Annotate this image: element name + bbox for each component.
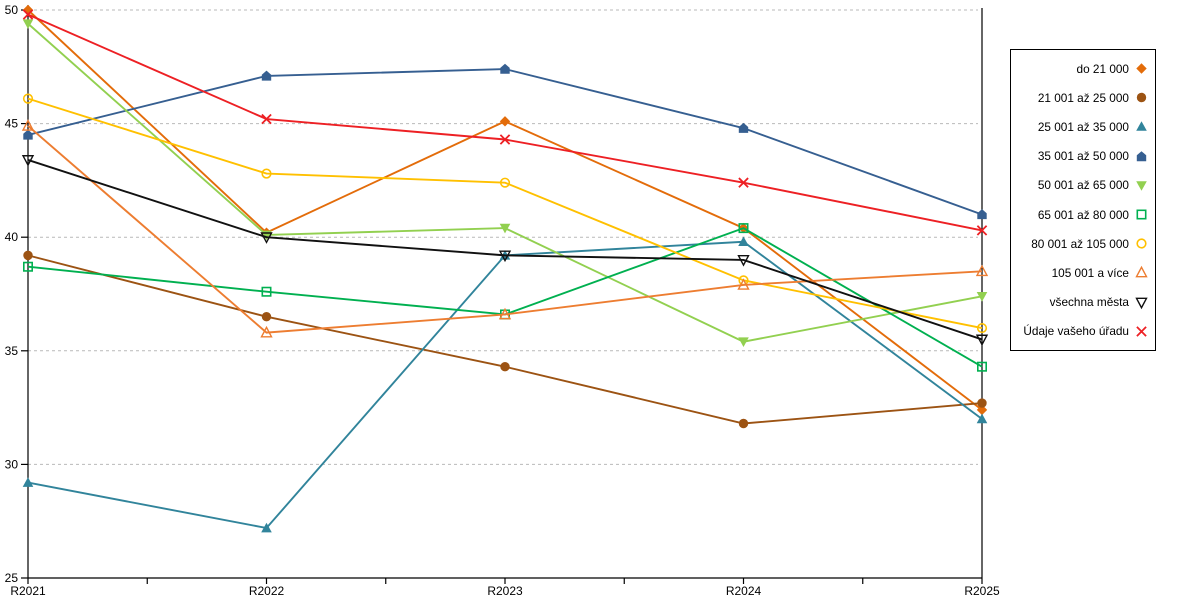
legend-item: 80 001 až 105 000 [1015, 236, 1149, 251]
legend-item: 21 001 až 25 000 [1015, 90, 1149, 105]
legend-marker-circle-open-icon [1136, 238, 1147, 249]
series-group [21, 119, 989, 338]
legend-marker-diamond-filled-icon [1136, 63, 1147, 74]
legend-marker-x-cross-icon [1136, 326, 1147, 337]
legend-item: do 21 000 [1015, 61, 1149, 76]
legend-marker-triangle-up-open-icon [1135, 266, 1148, 278]
y-gridlines [28, 9, 978, 465]
legend-item-label: všechna města [1049, 295, 1129, 310]
series-line [27, 159, 983, 341]
legend-item-label: 25 001 až 35 000 [1037, 119, 1129, 134]
legend-item-label: Údaje vašeho úřadu [1023, 324, 1129, 339]
legend-item-label: 35 001 až 50 000 [1037, 149, 1129, 164]
series-line [27, 68, 983, 216]
legend-marker-triangle-down-filled-icon [1136, 181, 1147, 191]
legend-item-label: 80 001 až 105 000 [1031, 236, 1129, 251]
legend-marker-circle-filled-icon [1136, 93, 1147, 103]
series-group [23, 63, 987, 220]
series-group [22, 19, 988, 348]
legend-item: všechna města [1015, 295, 1149, 310]
series-group [22, 9, 988, 236]
x-tick-label: R2022 [249, 584, 285, 598]
legend-item: 65 001 až 80 000 [1015, 207, 1149, 222]
series-line [27, 125, 983, 334]
legend-item: 35 001 až 50 000 [1015, 149, 1149, 164]
x-tick-label: R2025 [964, 584, 1000, 598]
legend-item-label: 50 001 až 65 000 [1037, 178, 1129, 193]
legend-item: 105 001 a více [1015, 265, 1149, 280]
y-tick-label: 35 [5, 344, 19, 358]
legend-marker-triangle-up-filled-icon [1136, 121, 1147, 132]
series-line [27, 240, 983, 530]
series-group [22, 93, 988, 334]
legend-item: 25 001 až 35 000 [1015, 119, 1149, 134]
legend-item: 50 001 až 65 000 [1015, 178, 1149, 193]
legend-item-label: do 21 000 [1076, 61, 1129, 76]
series-line [27, 97, 983, 330]
y-tick-label: 50 [5, 3, 19, 17]
series-group [21, 155, 989, 347]
axes [21, 5, 983, 584]
x-tick-label: R2021 [10, 584, 46, 598]
legend-marker-triangle-down-open-icon [1135, 297, 1148, 309]
legend: do 21 000 21 001 až 25 000 25 001 až 35 00… [1010, 49, 1156, 351]
y-tick-label: 25 [5, 571, 19, 585]
legend-marker-pentagon-filled-icon [1136, 150, 1147, 161]
legend-item-label: 105 001 a více [1051, 265, 1129, 280]
legend-marker-square-open-icon [1136, 209, 1147, 220]
series-line [27, 254, 983, 425]
legend-item-label: 65 001 až 80 000 [1037, 207, 1129, 222]
y-tick-label: 30 [5, 457, 19, 471]
series-group [23, 250, 987, 429]
x-tick-label: R2024 [726, 584, 762, 598]
series-group [22, 223, 987, 372]
legend-item: Údaje vašeho úřadu [1015, 324, 1149, 339]
x-tick-label: R2023 [487, 584, 523, 598]
y-tick-label: 45 [5, 117, 19, 131]
legend-item-label: 21 001 až 25 000 [1037, 90, 1129, 105]
y-tick-label: 40 [5, 230, 19, 244]
axis-labels: 25 30 35 40 45 50 R2021 R2022 R2023 R2024 R2025 [5, 3, 1000, 598]
